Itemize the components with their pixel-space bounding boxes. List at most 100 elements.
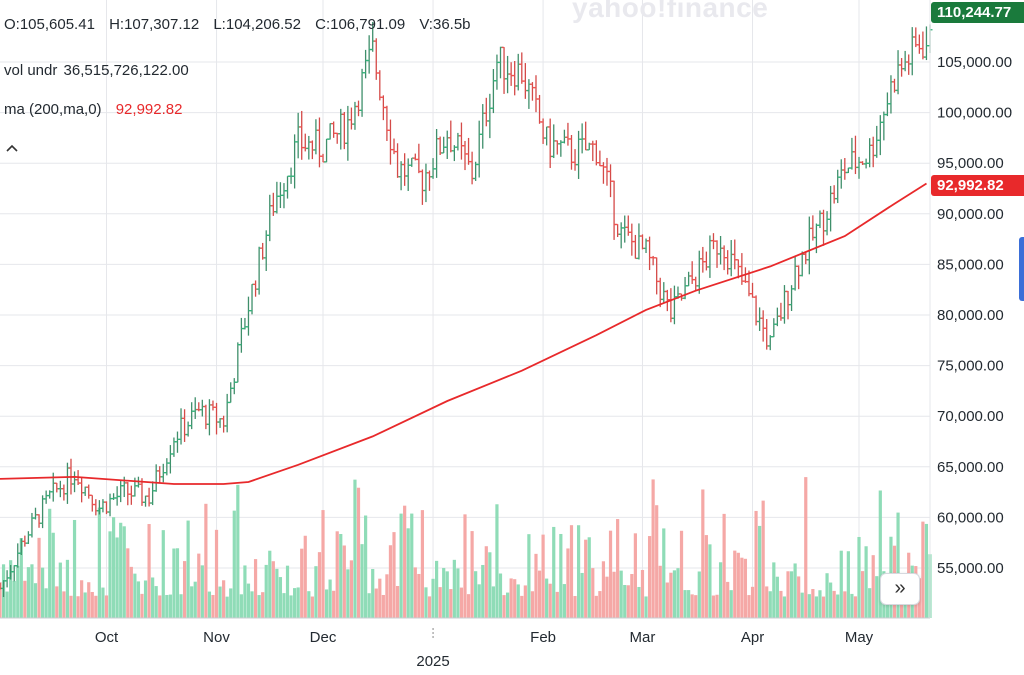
ohlc-bar	[622, 215, 628, 243]
volume-bar	[708, 544, 712, 618]
volume-bar	[924, 523, 929, 618]
volume-bar	[353, 479, 357, 618]
volume-bar	[754, 510, 758, 618]
volume-bar	[747, 595, 751, 618]
ohlc-bar	[877, 115, 883, 156]
ohlc-bar	[437, 136, 443, 156]
volume-bar	[484, 546, 488, 618]
volume-bar	[94, 595, 98, 618]
volume-bar	[214, 529, 219, 618]
ohlc-bar	[107, 493, 113, 517]
volume-bar	[0, 582, 2, 618]
volume-bar	[51, 532, 55, 618]
volume-bar	[562, 584, 566, 618]
volume-bar	[403, 505, 407, 618]
volume-bar	[186, 520, 190, 618]
ohlc-bar	[490, 69, 496, 114]
ohlc-bar	[444, 130, 450, 159]
x-tick-label: Feb	[530, 629, 556, 646]
volume-bar	[346, 569, 350, 618]
y-tick-label: 80,000.00	[937, 307, 1004, 324]
volume-bar	[328, 579, 332, 618]
volume-bar	[857, 536, 861, 618]
volume-bar	[133, 573, 137, 618]
volume-bar	[612, 571, 616, 618]
ohlc-bar	[796, 265, 802, 290]
ohlc-bar	[923, 26, 929, 61]
ohlc-bar	[852, 135, 858, 175]
double-chevron-right-icon[interactable]: »	[880, 573, 920, 605]
volume-bar	[846, 551, 850, 618]
volume-bar	[456, 568, 460, 618]
ohlc-bar	[363, 49, 369, 79]
ohlc-bar	[128, 485, 134, 505]
volume-bar	[804, 477, 808, 618]
ohlc-bar	[356, 100, 362, 117]
volume-bar	[793, 563, 797, 618]
volume-bar	[168, 594, 172, 618]
ohlc-bar	[856, 156, 862, 179]
volume-bar	[175, 548, 180, 618]
ohlc-bar	[657, 277, 663, 308]
last-price-badge: 110,244.77	[931, 2, 1024, 23]
ohlc-bar	[295, 112, 301, 159]
volume-bar	[9, 560, 13, 618]
ohlc-bar	[831, 185, 837, 204]
volume-bar	[5, 591, 9, 618]
ohlc-bar	[707, 235, 713, 278]
volume-bar	[339, 534, 343, 618]
volume-bar	[743, 558, 748, 618]
volume-bar	[662, 528, 666, 618]
ohlc-bar	[529, 82, 535, 101]
volume-bar	[445, 571, 449, 618]
volume-bar	[775, 576, 779, 618]
volume-bar	[853, 596, 858, 618]
volume-bar	[537, 570, 542, 618]
volume-bar	[491, 586, 495, 618]
volume-bar	[789, 571, 794, 618]
ohlc-bar	[185, 421, 191, 437]
volume-bar	[818, 590, 822, 618]
volume-bar	[580, 572, 584, 618]
ohlc-bar	[82, 486, 88, 496]
ohlc-bar	[870, 136, 876, 168]
volume-bar	[715, 594, 719, 618]
volume-bar	[44, 588, 48, 618]
ohlc-bar	[1, 580, 7, 598]
volume-bar	[626, 585, 630, 618]
volume-bar	[655, 505, 659, 618]
ohlc-bar	[906, 54, 912, 75]
volume-bar	[324, 589, 329, 618]
side-panel-handle[interactable]	[1019, 237, 1024, 301]
volume-bar	[293, 588, 297, 618]
ohlc-bar	[4, 570, 10, 588]
volume-bar	[392, 532, 396, 618]
ohlc-bar	[143, 495, 149, 507]
volume-bar	[488, 552, 492, 618]
ohlc-bar	[86, 484, 92, 499]
chevron-up-icon[interactable]	[6, 140, 18, 155]
volume-bar	[555, 591, 559, 618]
volume-bar	[229, 588, 233, 618]
volume-bar	[608, 530, 613, 618]
ohlc-bar	[693, 276, 699, 291]
volume-bar	[623, 585, 627, 618]
ohlc-bar	[118, 481, 124, 503]
volume-bar	[12, 581, 16, 618]
volume-bar	[250, 591, 254, 618]
volume-bar	[349, 560, 354, 618]
open-value: O:105,605.41	[4, 16, 95, 33]
volume-bar	[878, 490, 882, 618]
ma-price-badge: 92,992.82	[931, 175, 1024, 196]
volume-bar	[257, 595, 261, 618]
ohlc-bar	[40, 495, 46, 529]
ohlc-bar	[757, 307, 763, 331]
ma-legend[interactable]: ma (200,ma,0) 92,992.82	[4, 101, 182, 118]
ohlc-bar	[824, 211, 830, 236]
volume-bar	[410, 513, 414, 618]
volume-bar	[119, 522, 123, 618]
ohlc-bar	[320, 153, 326, 163]
volume-bar	[16, 565, 20, 618]
volume-bar	[516, 584, 520, 618]
ohlc-bar	[639, 234, 645, 250]
